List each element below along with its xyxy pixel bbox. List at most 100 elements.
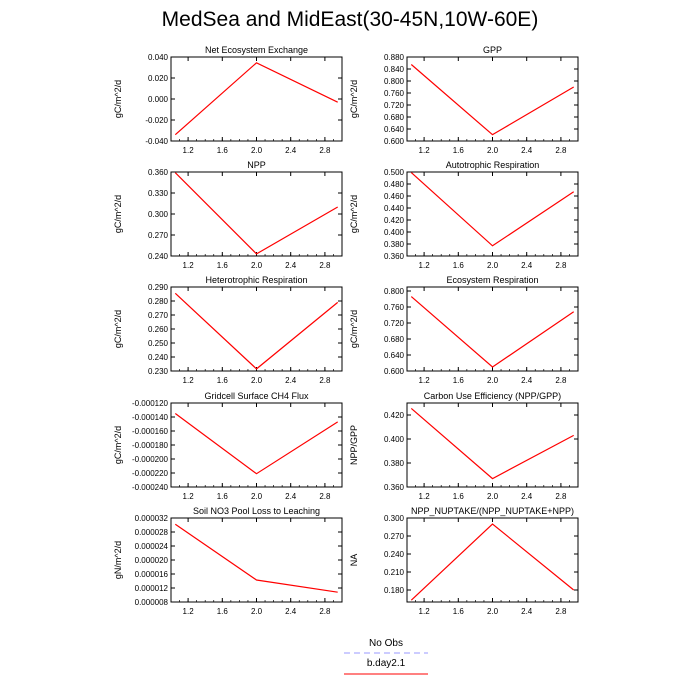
panel-1-ytick-label: 0.040 <box>148 53 169 62</box>
panel-4-ytick-label: 0.380 <box>384 240 405 249</box>
panel-6-xtick-label: 2.8 <box>555 376 567 385</box>
panel-10-ytick-label: 0.210 <box>384 568 405 577</box>
legend-label-obs: No Obs <box>369 638 403 649</box>
panel-6-frame <box>406 286 579 372</box>
panel-6-xtick-label: 1.6 <box>453 376 465 385</box>
panel-4-ylabel: gC/m^2/d <box>349 195 359 233</box>
panel-1-xtick-label: 2.4 <box>285 146 297 155</box>
panel-5-xtick-label: 2.8 <box>319 376 331 385</box>
figure-title: MedSea and MidEast(30-45N,10W-60E) <box>161 8 539 31</box>
panel-9-ylabel: gN/m^2/d <box>113 541 123 579</box>
panel-6-title: Ecosystem Respiration <box>446 275 538 285</box>
panel-3-ytick-label: 0.240 <box>148 252 169 261</box>
panel-8-ytick-label: 0.400 <box>384 435 405 444</box>
panel-7-xtick-label: 2.8 <box>319 492 331 501</box>
panel-4-xtick-label: 2.4 <box>521 261 533 270</box>
panel-1-xtick-label: 2.8 <box>319 146 331 155</box>
panel-1-ytick-label: -0.040 <box>145 137 168 146</box>
panel-4-xtick-label: 1.2 <box>419 261 431 270</box>
panel-8-ytick-label: 0.380 <box>384 459 405 468</box>
panel-6-ytick-label: 0.800 <box>384 287 405 296</box>
panel-9-ytick-label: 0.000020 <box>135 556 169 565</box>
panel-6-xtick-label: 1.2 <box>419 376 431 385</box>
panel-10-series-line <box>410 523 575 601</box>
panel-6-ytick-label: 0.680 <box>384 335 405 344</box>
panel-5-ytick-label: 0.270 <box>148 311 169 320</box>
panel-10-xtick-label: 2.0 <box>487 607 499 616</box>
panel-1-ytick-label: -0.020 <box>145 116 168 125</box>
panel-4-ytick-label: 0.480 <box>384 180 405 189</box>
panel-10-xtick-label: 1.6 <box>453 607 465 616</box>
panel-9-xtick-label: 1.2 <box>183 607 195 616</box>
panel-10-ytick-label: 0.270 <box>384 532 405 541</box>
panel-5-ylabel: gC/m^2/d <box>113 310 123 348</box>
panel-7-ytick-label: -0.000240 <box>132 483 169 492</box>
panel-3-ytick-label: 0.270 <box>148 231 169 240</box>
panel-1-series-line <box>174 62 338 136</box>
panel-3-xtick-label: 1.6 <box>217 261 229 270</box>
legend-label-model: b.day2.1 <box>367 658 406 669</box>
panel-8-xtick-label: 1.6 <box>453 492 465 501</box>
panel-6-ylabel: gC/m^2/d <box>349 310 359 348</box>
panel-5-ytick-label: 0.230 <box>148 367 169 376</box>
panel-4-ytick-label: 0.420 <box>384 216 405 225</box>
panel-10-xtick-label: 2.8 <box>555 607 567 616</box>
panel-3-title: NPP <box>247 160 266 170</box>
panel-6-ytick-label: 0.760 <box>384 303 405 312</box>
panel-2-title: GPP <box>483 45 502 55</box>
panel-2-ytick-label: 0.720 <box>384 101 405 110</box>
panel-8-ytick-label: 0.360 <box>384 483 405 492</box>
panel-9-xtick-label: 2.4 <box>285 607 297 616</box>
panel-4-ytick-label: 0.500 <box>384 168 405 177</box>
panel-7-xtick-label: 2.0 <box>251 492 263 501</box>
panel-9-xtick-label: 1.6 <box>217 607 229 616</box>
panel-4-xtick-label: 2.8 <box>555 261 567 270</box>
panel-1-frame <box>170 56 343 142</box>
panel-8-xtick-label: 2.8 <box>555 492 567 501</box>
panel-6-ytick-label: 0.600 <box>384 367 405 376</box>
panel-7-ytick-label: -0.000160 <box>132 427 169 436</box>
panel-2-ytick-label: 0.840 <box>384 65 405 74</box>
panel-8-frame <box>406 402 579 488</box>
panel-9-ytick-label: 0.000024 <box>135 542 169 551</box>
panel-7-ylabel: gC/m^2/d <box>113 426 123 464</box>
panel-7-title: Gridcell Surface CH4 Flux <box>204 391 309 401</box>
panel-10-frame <box>406 517 579 603</box>
panel-8-ytick-label: 0.420 <box>384 411 405 420</box>
panel-5-ytick-label: 0.290 <box>148 283 169 292</box>
panel-3-xtick-label: 2.4 <box>285 261 297 270</box>
panel-8-title: Carbon Use Efficiency (NPP/GPP) <box>424 391 561 401</box>
panel-3-ytick-label: 0.330 <box>148 189 169 198</box>
panel-3-frame <box>170 171 343 257</box>
panel-3-ytick-label: 0.360 <box>148 168 169 177</box>
panel-3-xtick-label: 1.2 <box>183 261 195 270</box>
panel-4-ytick-label: 0.460 <box>384 192 405 201</box>
panel-10-xtick-label: 2.4 <box>521 607 533 616</box>
panel-5-ytick-label: 0.280 <box>148 297 169 306</box>
panel-2-ytick-label: 0.880 <box>384 53 405 62</box>
panel-1-xtick-label: 1.2 <box>183 146 195 155</box>
panel-3-xtick-label: 2.8 <box>319 261 331 270</box>
panel-6-ytick-label: 0.640 <box>384 351 405 360</box>
panel-5-series-line <box>174 292 339 370</box>
panel-7-ytick-label: -0.000200 <box>132 455 169 464</box>
panel-7-xtick-label: 1.6 <box>217 492 229 501</box>
panel-8-series-line <box>410 407 574 480</box>
panel-2-series-line <box>410 64 575 136</box>
panel-10-ytick-label: 0.240 <box>384 550 405 559</box>
panel-5-xtick-label: 2.4 <box>285 376 297 385</box>
panel-6-series-line <box>410 296 575 368</box>
panel-8-xtick-label: 2.4 <box>521 492 533 501</box>
panel-9-title: Soil NO3 Pool Loss to Leaching <box>193 506 320 516</box>
panel-2-xtick-label: 2.4 <box>521 146 533 155</box>
panel-1-title: Net Ecosystem Exchange <box>205 45 308 55</box>
panel-7-ytick-label: -0.000140 <box>132 413 169 422</box>
panel-10-ytick-label: 0.300 <box>384 514 405 523</box>
panel-10-ytick-label: 0.180 <box>384 586 405 595</box>
panel-5-ytick-label: 0.260 <box>148 325 169 334</box>
panel-9-ytick-label: 0.000032 <box>135 514 169 523</box>
panel-2-xtick-label: 2.0 <box>487 146 499 155</box>
panel-3-ylabel: gC/m^2/d <box>113 195 123 233</box>
panel-1-ylabel: gC/m^2/d <box>113 80 123 118</box>
panel-4-ytick-label: 0.360 <box>384 252 405 261</box>
